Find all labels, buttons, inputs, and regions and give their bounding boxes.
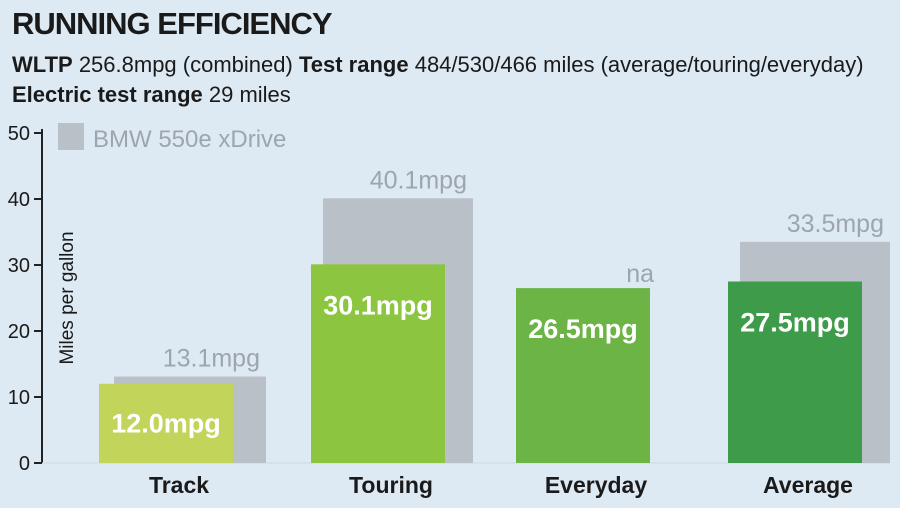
wltp-value: 256.8mpg (combined): [78, 52, 293, 77]
y-tick-label: 50: [8, 123, 30, 145]
test-range-label: Test range: [298, 52, 409, 77]
test-range-value: 484/530/466 miles (average/touring/every…: [414, 52, 864, 77]
y-tick-label: 20: [8, 321, 30, 343]
value-bar: [728, 281, 862, 463]
value-bar-label: 12.0mpg: [111, 408, 221, 438]
category-label: Track: [149, 472, 209, 498]
y-tick-label: 0: [19, 453, 30, 475]
value-bar-label: 30.1mpg: [323, 290, 433, 320]
value-bar: [516, 288, 650, 463]
reference-bar-label: 40.1mpg: [370, 166, 467, 194]
y-tick-label: 40: [8, 189, 30, 211]
wltp-label: WLTP: [12, 52, 73, 77]
chart-title: RUNNING EFFICIENCY: [12, 6, 333, 41]
reference-bar-label: 13.1mpg: [163, 345, 260, 373]
electric-range-value: 29 miles: [208, 82, 291, 107]
value-bar-label: 27.5mpg: [740, 308, 850, 338]
legend-swatch: [58, 123, 84, 150]
category-label: Average: [763, 472, 853, 498]
y-tick-label: 30: [8, 255, 30, 277]
y-axis-title: Miles per gallon: [57, 231, 78, 364]
category-label: Touring: [349, 472, 433, 498]
legend-label: BMW 550e xDrive: [93, 126, 286, 153]
value-bar: [311, 264, 445, 463]
value-bar: [99, 383, 233, 463]
chart-subtitle: WLTP 256.8mpg (combined) Test range 484/…: [12, 50, 872, 110]
reference-bar-label: 33.5mpg: [787, 210, 884, 238]
electric-range-label: Electric test range: [12, 82, 203, 107]
y-tick-label: 10: [8, 387, 30, 409]
reference-bar-label: na: [626, 260, 654, 288]
category-label: Everyday: [545, 472, 648, 498]
value-bar-label: 26.5mpg: [528, 314, 638, 344]
